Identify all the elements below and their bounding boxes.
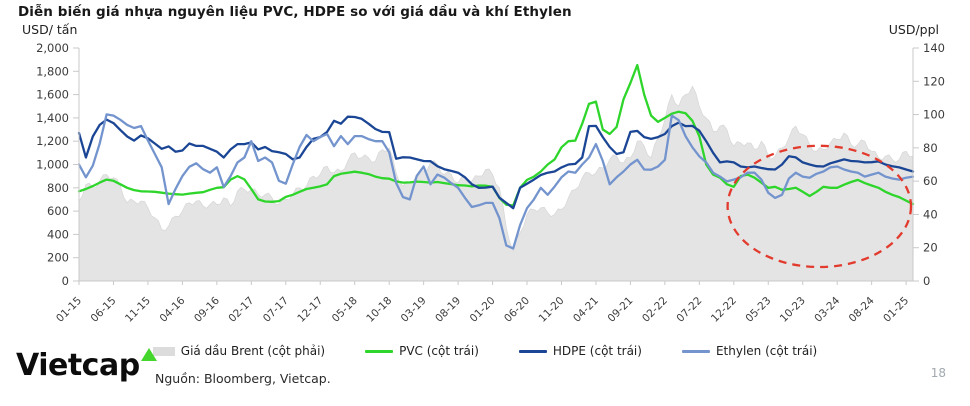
right-axis-tick-label: 60 (923, 174, 938, 188)
left-axis-tick-label: 1,200 (36, 134, 69, 148)
x-axis-tick-label: 05-23 (743, 295, 773, 325)
x-axis-tick-label: 07-17 (261, 295, 291, 325)
left-axis-tick-label: 1,800 (36, 64, 69, 78)
left-axis-unit-label: USD/ tấn (22, 22, 78, 37)
left-axis-tick-label: 1,400 (36, 111, 69, 125)
legend-label: Ethylen (cột trái) (715, 344, 818, 358)
hdpe-line (77, 115, 915, 210)
x-axis-tick-label: 06-20 (502, 295, 532, 325)
ethylen-line (77, 113, 915, 250)
legend-label: HDPE (cột trái) (552, 344, 642, 358)
x-axis-tick-label: 12-17 (295, 295, 325, 325)
left-axis-tick-label: 1,000 (36, 158, 69, 172)
vietcap-logo: Vietcap (16, 348, 157, 384)
x-axis-tick-label: 02-22 (640, 295, 670, 325)
legend-item-pvc: PVC (cột trái) (365, 344, 479, 358)
left-axis-tick-label: 200 (47, 251, 69, 265)
left-axis-tick-label: 0 (62, 274, 69, 288)
right-axis-tick-label: 120 (923, 74, 945, 88)
left-axis-tick-label: 600 (47, 204, 69, 218)
legend-label: PVC (cột trái) (399, 344, 479, 358)
x-axis-tick-label: 12-22 (709, 295, 739, 325)
right-axis-unit-label: USD/ppl (888, 22, 939, 37)
brent-area (78, 85, 914, 282)
x-axis-tick-label: 01-20 (468, 295, 498, 325)
legend-line-swatch (518, 349, 547, 353)
vietcap-logo-text: Vietcap (16, 348, 140, 383)
x-axis-tick-label: 02-17 (226, 295, 256, 325)
x-axis-tick-label: 03-24 (812, 294, 842, 324)
legend-line-swatch (365, 349, 394, 353)
x-axis-tick-label: 10-18 (364, 295, 394, 325)
x-axis-tick-label: 04-16 (157, 294, 187, 324)
x-axis-tick-label: 09-16 (192, 294, 222, 324)
x-axis-tick-label: 08-24 (847, 294, 877, 324)
brent-area-series (78, 85, 914, 282)
highlight-ellipse-annotation (726, 144, 913, 269)
chart-title: Diễn biến giá nhựa nguyên liệu PVC, HDPE… (18, 4, 572, 20)
legend-item-ethylen: Ethylen (cột trái) (681, 344, 818, 358)
vietcap-triangle-icon (140, 348, 157, 361)
x-axis-tick-label: 07-22 (674, 295, 704, 325)
left-axis-tick-label: 400 (47, 227, 69, 241)
right-axis-tick-label: 140 (923, 42, 945, 55)
x-axis-tick-label: 01-15 (54, 295, 84, 325)
legend-item-brent: Giá dầu Brent (cột phải) (152, 344, 326, 358)
chart-legend: Giá dầu Brent (cột phải) PVC (cột trái) HD… (0, 344, 970, 358)
page-number: 18 (930, 366, 946, 380)
x-axis-tick-label: 09-21 (605, 295, 635, 325)
right-axis-tick-label: 80 (923, 141, 938, 155)
left-axis-tick-label: 1,600 (36, 88, 69, 102)
right-axis-tick-label: 40 (923, 207, 938, 221)
x-axis-tick-label: 05-18 (330, 295, 360, 325)
legend-item-hdpe: HDPE (cột trái) (518, 344, 642, 358)
right-axis-tick-label: 0 (923, 274, 930, 288)
legend-area-swatch (152, 346, 175, 356)
x-axis-tick-label: 08-19 (433, 295, 463, 325)
x-axis-tick-label: 04-21 (571, 295, 601, 325)
x-axis-tick-label: 11-15 (123, 295, 153, 325)
x-axis-tick-label: 11-20 (537, 295, 567, 325)
source-note: Nguồn: Bloomberg, Vietcap. (155, 371, 331, 386)
x-axis-tick-label: 10-23 (778, 295, 808, 325)
right-axis-tick-label: 100 (923, 108, 945, 122)
left-axis-tick-label: 2,000 (36, 42, 69, 55)
legend-label: Giá dầu Brent (cột phải) (180, 344, 326, 358)
left-axis-tick-label: 800 (47, 181, 69, 195)
right-axis-tick-label: 20 (923, 241, 938, 255)
x-axis-tick-label: 06-15 (89, 295, 119, 325)
price-chart: 2,0001,8001,6001,4001,2001,0008006004002… (36, 42, 945, 325)
x-axis-tick-label: 01-25 (881, 295, 911, 325)
legend-line-swatch (681, 349, 710, 353)
x-axis-tick-label: 03-19 (399, 295, 429, 325)
